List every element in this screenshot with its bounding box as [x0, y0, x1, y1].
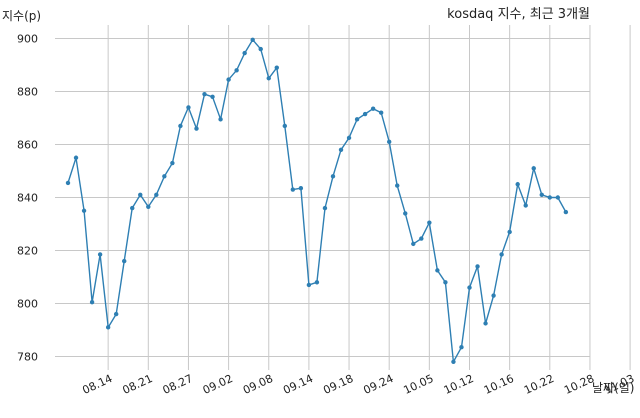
data-point [65, 180, 71, 186]
data-point [459, 345, 464, 350]
data-point [162, 174, 167, 179]
data-point [314, 280, 320, 285]
data-point [346, 135, 352, 141]
data-point [322, 205, 328, 211]
data-point [354, 117, 360, 122]
data-point [97, 252, 103, 257]
data-point [105, 325, 111, 330]
data-point [531, 166, 536, 171]
data-point [330, 174, 336, 179]
x-tick-label: 08.14 [80, 372, 114, 397]
data-point [523, 203, 528, 208]
x-tick-label: 10.05 [402, 372, 436, 397]
data-point [306, 282, 312, 288]
y-axis-label: 지수(p) [2, 9, 41, 23]
x-tick-label: 10.12 [442, 372, 476, 397]
data-point [234, 68, 239, 73]
data-point [362, 111, 368, 117]
data-point [282, 123, 288, 129]
x-axis-label: 날짜(일) [592, 381, 634, 395]
data-point [81, 208, 87, 213]
data-point [419, 236, 424, 241]
data-point [475, 264, 480, 269]
x-tick-label: 09.24 [361, 372, 395, 397]
data-point [194, 126, 199, 131]
data-point [73, 155, 79, 160]
x-tick-label: 08.21 [121, 372, 155, 397]
x-tick-label: 08.27 [161, 372, 195, 397]
data-point [427, 220, 432, 225]
data-point [242, 50, 247, 56]
x-tick-label: 09.18 [321, 372, 355, 397]
data-point [378, 110, 384, 115]
data-point [290, 187, 296, 192]
data-point [113, 311, 119, 317]
data-point [138, 192, 143, 198]
y-tick-label: 780 [17, 351, 38, 364]
data-point [370, 106, 376, 111]
data-point [539, 192, 544, 198]
y-tick-label: 880 [17, 86, 38, 99]
data-point [122, 258, 127, 264]
x-tick-label: 09.14 [281, 372, 315, 397]
data-point [467, 285, 472, 290]
data-point [555, 195, 561, 200]
data-point [499, 252, 504, 257]
y-tick-label: 820 [17, 245, 38, 258]
series-points [65, 37, 569, 364]
data-point [507, 229, 512, 235]
data-point [338, 147, 344, 152]
data-point [130, 205, 135, 211]
data-point [250, 37, 255, 43]
x-tick-label: 10.16 [482, 372, 516, 397]
data-point [387, 139, 392, 145]
data-point [258, 46, 263, 52]
data-point [298, 186, 304, 191]
y-axis-ticks: 780 800 820 840 860 880 900 [17, 33, 38, 364]
data-point [563, 209, 569, 215]
chart-title: kosdaq 지수, 최근 3개월 [447, 7, 590, 22]
data-point [170, 160, 175, 166]
data-point [451, 359, 456, 364]
data-point [178, 123, 183, 129]
data-point [89, 299, 95, 305]
data-point [210, 94, 215, 100]
series-line [67, 38, 567, 365]
data-point [146, 204, 151, 209]
x-tick-label: 09.02 [201, 372, 235, 397]
data-point [274, 65, 279, 70]
data-point [443, 280, 448, 285]
data-point [483, 321, 488, 326]
x-tick-label: 09.08 [241, 372, 275, 397]
y-tick-label: 860 [17, 139, 38, 152]
data-point [435, 268, 440, 273]
data-point [411, 241, 416, 247]
data-point [266, 76, 271, 81]
data-point [491, 293, 496, 298]
data-point [186, 105, 191, 110]
data-point [547, 195, 552, 200]
data-point [395, 183, 400, 188]
data-point [154, 192, 159, 198]
data-point [226, 77, 231, 82]
data-point [202, 91, 207, 97]
y-tick-label: 900 [17, 33, 38, 46]
y-tick-label: 840 [17, 192, 38, 205]
data-point [218, 117, 223, 122]
x-axis-ticks: 08.14 08.21 08.27 09.02 09.08 09.14 09.18 09.24… [80, 372, 636, 397]
data-point [403, 211, 408, 216]
y-tick-label: 800 [17, 298, 38, 311]
data-point [515, 182, 520, 187]
x-tick-label: 10.22 [522, 372, 556, 397]
